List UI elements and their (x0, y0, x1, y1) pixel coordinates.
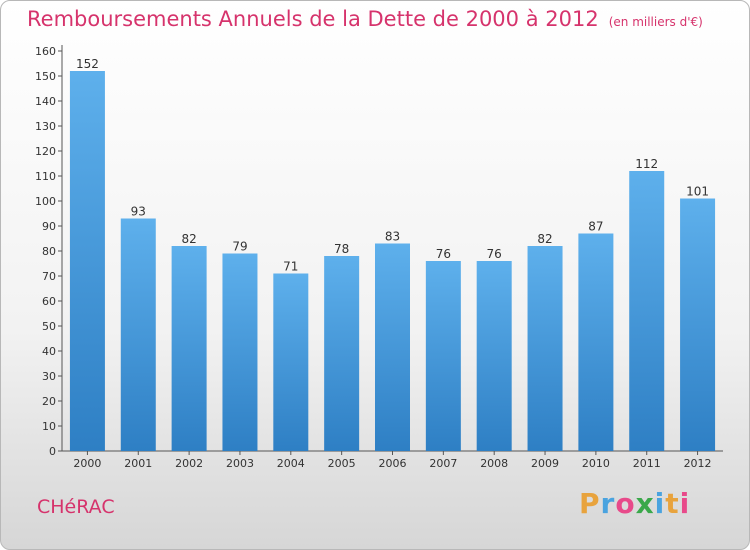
data-label: 82 (181, 232, 196, 246)
x-tick-label: 2000 (73, 457, 101, 470)
logo-letter: x (635, 487, 655, 520)
data-label: 82 (537, 232, 552, 246)
x-tick-label: 2007 (429, 457, 457, 470)
x-tick-label: 2004 (277, 457, 305, 470)
data-label: 78 (334, 242, 349, 256)
data-label: 83 (385, 230, 400, 244)
y-tick-label: 120 (35, 145, 56, 158)
y-tick-label: 130 (35, 120, 56, 133)
proxiti-logo: Proxiti (579, 487, 690, 520)
data-label: 76 (487, 247, 502, 261)
y-tick-label: 80 (42, 245, 56, 258)
y-tick-label: 40 (42, 345, 56, 358)
x-tick-label: 2010 (582, 457, 610, 470)
bar (527, 246, 563, 451)
bar (375, 243, 410, 451)
logo-letter: o (615, 487, 636, 520)
y-tick-label: 10 (42, 420, 56, 433)
bar (69, 71, 105, 451)
logo-letter: i (679, 487, 691, 520)
y-tick-label: 140 (35, 95, 56, 108)
y-tick-label: 30 (42, 370, 56, 383)
x-tick-label: 2012 (684, 457, 712, 470)
x-tick-label: 2011 (633, 457, 661, 470)
x-tick-label: 2003 (226, 457, 254, 470)
y-tick-label: 50 (42, 320, 56, 333)
bar (680, 198, 716, 451)
y-tick-label: 160 (35, 45, 56, 58)
bar (425, 261, 461, 451)
bar (324, 256, 360, 451)
logo-letter: t (665, 487, 680, 520)
y-tick-label: 20 (42, 395, 56, 408)
y-tick-label: 90 (42, 220, 56, 233)
y-tick-label: 100 (35, 195, 56, 208)
bar (578, 233, 614, 451)
data-label: 76 (436, 247, 451, 261)
y-tick-label: 110 (35, 170, 56, 183)
bar (222, 253, 258, 451)
data-label: 79 (232, 240, 247, 254)
x-tick-label: 2008 (480, 457, 508, 470)
x-tick-label: 2009 (531, 457, 559, 470)
data-label: 93 (131, 205, 146, 219)
bar (120, 218, 156, 451)
commune-name: CHéRAC (37, 496, 115, 518)
y-tick-label: 60 (42, 295, 56, 308)
bar (171, 246, 207, 451)
chart-title-text: Remboursements Annuels de la Dette de 20… (27, 7, 599, 31)
chart-unit: (en milliers d'€) (608, 15, 703, 29)
x-tick-label: 2005 (328, 457, 356, 470)
chart-title: Remboursements Annuels de la Dette de 20… (27, 7, 703, 31)
y-tick-label: 150 (35, 70, 56, 83)
y-tick-label: 0 (49, 445, 56, 458)
bar (273, 273, 309, 451)
logo-letter: r (600, 487, 616, 520)
logo-letter: P (579, 487, 601, 520)
bar (476, 261, 512, 451)
data-label: 112 (635, 157, 658, 171)
logo-letter: i (654, 487, 666, 520)
data-label: 152 (76, 57, 99, 71)
data-label: 101 (686, 185, 709, 199)
data-label: 71 (283, 260, 298, 274)
x-tick-label: 2002 (175, 457, 203, 470)
x-tick-label: 2001 (124, 457, 152, 470)
bar (629, 171, 665, 451)
y-tick-label: 70 (42, 270, 56, 283)
data-label: 87 (588, 220, 603, 234)
x-tick-label: 2006 (379, 457, 407, 470)
